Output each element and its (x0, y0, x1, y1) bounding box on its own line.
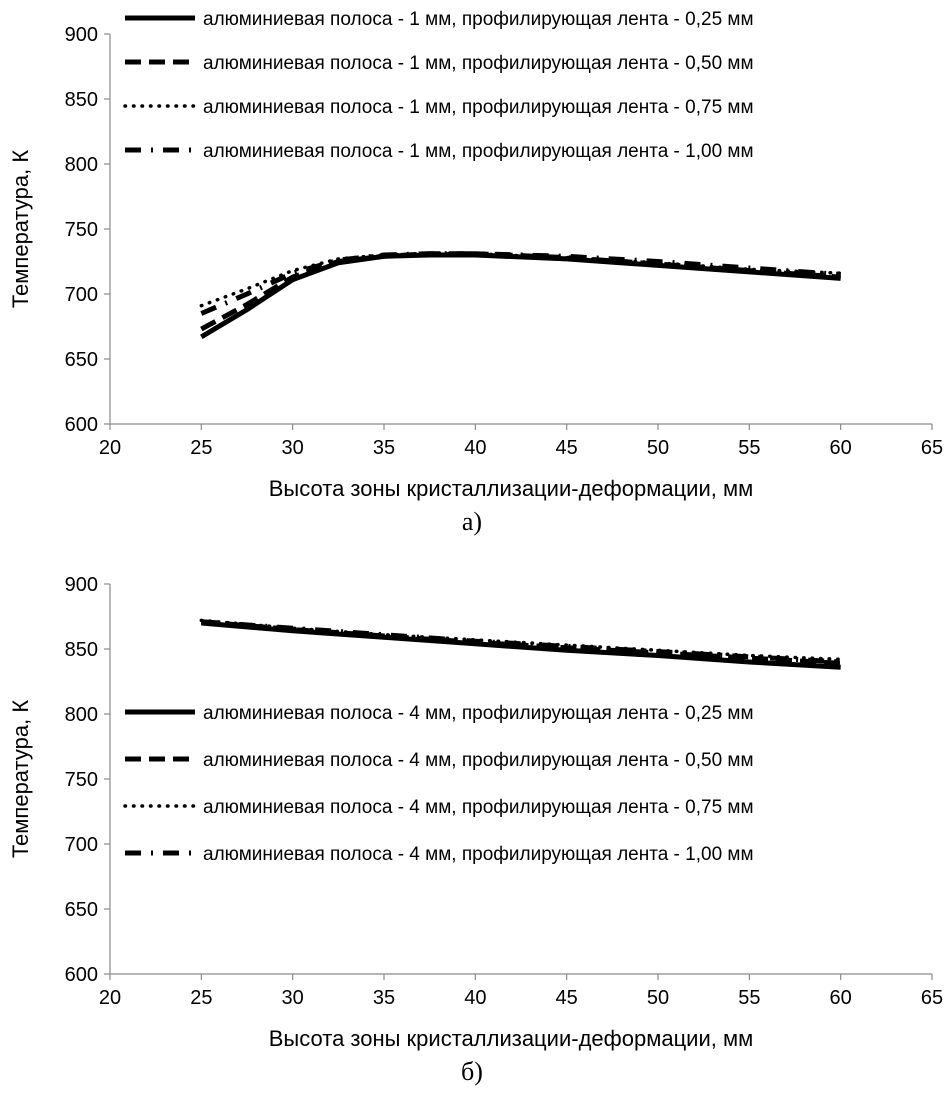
x-tick-label: 60 (830, 437, 852, 459)
x-tick-label: 35 (373, 987, 395, 1009)
x-tick-label: 50 (647, 987, 669, 1009)
chart-b: 600 650 700 750 800 850 900 20 25 30 35 40 45 50 55 60 6… (8, 574, 943, 1086)
x-tick-label: 30 (282, 987, 304, 1009)
y-tick-label: 700 (65, 284, 98, 306)
y-tick-label: 700 (65, 834, 98, 856)
x-tick-label: 45 (556, 437, 578, 459)
y-axis-title: Температура, К (8, 700, 33, 858)
x-axis-title: Высота зоны кристаллизации-деформации, м… (269, 1026, 753, 1051)
y-tick-label: 850 (65, 89, 98, 111)
y-tick-label: 850 (65, 639, 98, 661)
y-tick-label: 600 (65, 964, 98, 986)
x-tick-label: 25 (190, 987, 212, 1009)
chart-caption: а) (462, 507, 482, 536)
x-tick-label: 50 (647, 437, 669, 459)
series-line-1 (200, 252, 841, 340)
x-tick-label: 60 (830, 987, 852, 1009)
series-line-4 (200, 251, 841, 316)
legend-label-2: алюминиевая полоса - 4 мм, профилирующая… (203, 750, 754, 771)
y-tick-label: 650 (65, 899, 98, 921)
chart-caption: б) (461, 1057, 483, 1086)
legend-label-4: алюминиевая полоса - 4 мм, профилирующая… (203, 844, 754, 865)
x-tick-label: 55 (738, 987, 760, 1009)
legend-label-3: алюминиевая полоса - 4 мм, профилирующая… (203, 797, 754, 818)
y-tick-label: 800 (65, 154, 98, 176)
y-tick-label: 600 (65, 414, 98, 436)
y-axis-title: Температура, К (8, 150, 33, 308)
series-line-3 (199, 618, 843, 662)
x-tick-label: 55 (738, 437, 760, 459)
x-axis-title: Высота зоны кристаллизации-деформации, м… (269, 476, 753, 501)
x-tick-label: 40 (464, 987, 486, 1009)
legend-label-4: алюминиевая полоса - 1 мм, профилирующая… (203, 141, 754, 162)
y-tick-label: 800 (65, 704, 98, 726)
chart-a: 600 650 700 750 800 850 900 20 25 30 35 40 45 50 55 60 6… (8, 9, 943, 536)
series-line-4 (201, 619, 841, 665)
y-tick-label: 900 (65, 574, 98, 596)
y-tick-label: 900 (65, 24, 98, 46)
x-tick-label: 30 (282, 437, 304, 459)
legend-label-3: алюминиевая полоса - 1 мм, профилирующая… (203, 97, 754, 118)
x-tick-label: 40 (464, 437, 486, 459)
legend-label-2: алюминиевая полоса - 1 мм, профилирующая… (203, 53, 754, 74)
x-tick-label: 25 (190, 437, 212, 459)
legend-label-1: алюминиевая полоса - 4 мм, профилирующая… (203, 703, 754, 724)
x-tick-label: 45 (556, 987, 578, 1009)
y-tick-label: 750 (65, 219, 98, 241)
x-tick-label: 65 (921, 437, 943, 459)
x-tick-label: 65 (921, 987, 943, 1009)
series-line-2 (200, 251, 841, 332)
y-tick-label: 650 (65, 349, 98, 371)
x-tick-label: 35 (373, 437, 395, 459)
y-tick-label: 750 (65, 769, 98, 791)
x-tick-label: 20 (99, 987, 121, 1009)
x-tick-label: 20 (99, 437, 121, 459)
legend-label-1: алюминиевая полоса - 1 мм, профилирующая… (203, 9, 754, 30)
